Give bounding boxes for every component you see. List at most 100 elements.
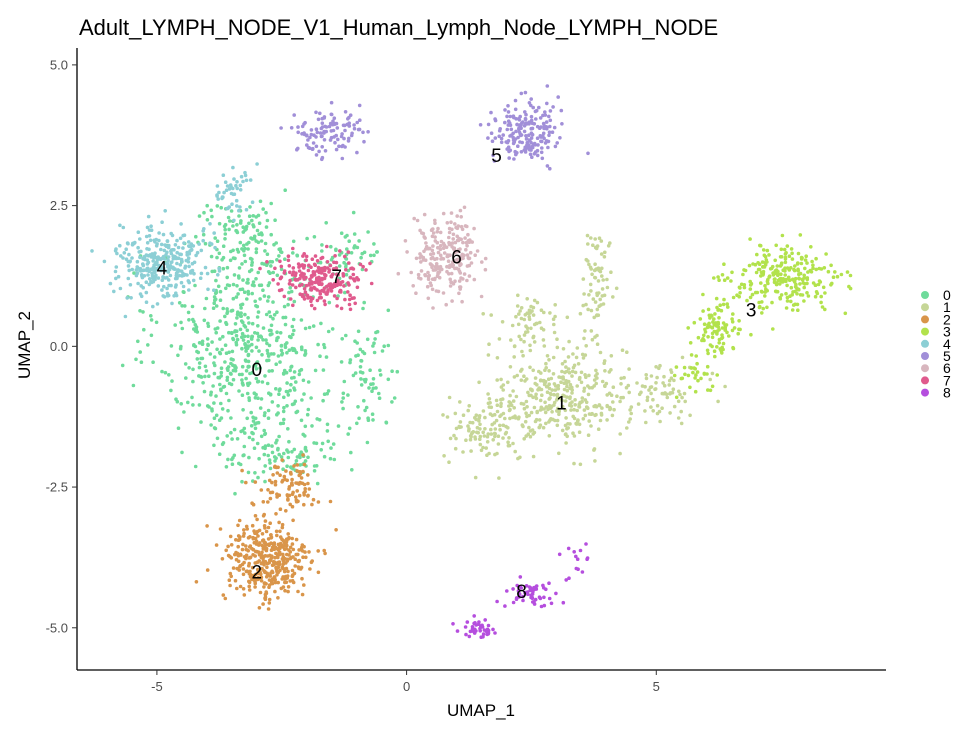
point-cluster-3 <box>789 285 794 290</box>
point-cluster-5 <box>527 101 532 105</box>
point-cluster-3 <box>775 264 780 268</box>
point-cluster-4 <box>205 271 210 276</box>
point-cluster-2 <box>260 561 264 566</box>
point-cluster-0 <box>378 368 382 373</box>
point-cluster-0 <box>346 432 351 436</box>
point-cluster-5 <box>324 129 329 134</box>
point-cluster-0 <box>182 290 186 295</box>
point-cluster-7 <box>286 258 291 263</box>
point-cluster-3 <box>759 281 763 285</box>
point-cluster-8 <box>541 586 546 590</box>
point-cluster-4 <box>162 248 167 253</box>
point-cluster-0 <box>285 464 289 469</box>
point-cluster-0 <box>191 403 195 407</box>
point-cluster-0 <box>356 405 360 409</box>
point-cluster-4 <box>172 248 176 252</box>
point-cluster-0 <box>302 392 306 396</box>
point-cluster-1 <box>649 391 653 396</box>
point-cluster-5 <box>347 136 351 141</box>
point-cluster-1 <box>588 282 593 287</box>
legend-label: 3 <box>943 324 951 340</box>
point-cluster-0 <box>295 253 300 258</box>
point-cluster-4 <box>217 269 222 273</box>
point-cluster-1 <box>518 309 522 313</box>
point-cluster-1 <box>594 246 599 251</box>
point-cluster-0 <box>276 404 280 408</box>
point-cluster-5 <box>524 134 528 138</box>
point-cluster-0 <box>220 347 224 352</box>
point-cluster-0 <box>373 337 377 341</box>
point-cluster-1 <box>561 375 565 379</box>
point-cluster-0 <box>372 350 377 355</box>
point-cluster-3 <box>694 373 698 377</box>
point-cluster-6 <box>479 294 484 299</box>
point-cluster-5 <box>292 113 297 117</box>
point-cluster-0 <box>255 380 260 384</box>
point-cluster-8 <box>519 586 523 590</box>
cluster-8-points <box>451 542 590 639</box>
point-cluster-7 <box>302 297 307 301</box>
x-axis-title: UMAP_1 <box>447 701 515 720</box>
point-cluster-3 <box>710 325 715 330</box>
point-cluster-6 <box>459 276 463 280</box>
point-cluster-7 <box>287 282 292 286</box>
point-cluster-1 <box>587 412 592 416</box>
point-cluster-0 <box>226 457 230 462</box>
point-cluster-7 <box>335 304 339 308</box>
point-cluster-0 <box>252 234 257 239</box>
point-cluster-0 <box>186 310 191 315</box>
point-cluster-1 <box>594 368 598 373</box>
cluster-label-6: 6 <box>451 247 462 268</box>
point-cluster-0 <box>229 209 234 213</box>
y-axis-title: UMAP_2 <box>15 311 34 379</box>
point-cluster-4 <box>154 244 159 248</box>
point-cluster-4 <box>187 288 191 292</box>
point-cluster-2 <box>288 579 293 583</box>
point-cluster-3 <box>753 290 758 295</box>
point-cluster-1 <box>481 312 486 316</box>
legend-swatch <box>921 388 929 397</box>
point-cluster-1 <box>581 417 586 421</box>
point-cluster-6 <box>430 255 435 260</box>
point-cluster-2 <box>255 560 260 564</box>
point-cluster-0 <box>305 412 310 417</box>
point-cluster-1 <box>514 314 518 319</box>
point-cluster-0 <box>305 236 309 241</box>
point-cluster-1 <box>547 382 551 387</box>
point-cluster-5 <box>279 126 283 130</box>
point-cluster-7 <box>328 263 333 268</box>
point-cluster-5 <box>498 127 503 131</box>
point-cluster-5 <box>586 151 590 156</box>
point-cluster-0 <box>255 228 260 233</box>
point-cluster-3 <box>715 345 719 349</box>
point-cluster-8 <box>491 627 495 632</box>
point-cluster-1 <box>519 369 523 373</box>
point-cluster-4 <box>175 261 179 266</box>
point-cluster-8 <box>575 557 580 561</box>
point-cluster-6 <box>453 279 457 284</box>
point-cluster-2 <box>236 523 240 528</box>
point-cluster-2 <box>237 537 242 542</box>
point-cluster-7 <box>325 244 329 249</box>
point-cluster-6 <box>469 261 474 265</box>
point-cluster-7 <box>320 276 324 281</box>
point-cluster-2 <box>270 545 275 550</box>
point-cluster-2 <box>292 464 296 468</box>
point-cluster-2 <box>303 487 308 491</box>
point-cluster-1 <box>716 399 720 404</box>
point-cluster-1 <box>565 315 570 320</box>
point-cluster-8 <box>482 628 487 632</box>
point-cluster-2 <box>229 574 233 579</box>
point-cluster-6 <box>430 287 435 292</box>
point-cluster-0 <box>213 426 218 431</box>
point-cluster-4 <box>151 259 155 263</box>
point-cluster-3 <box>732 326 737 330</box>
point-cluster-0 <box>219 370 224 375</box>
point-cluster-6 <box>448 277 453 282</box>
point-cluster-0 <box>240 479 244 484</box>
point-cluster-0 <box>347 426 352 431</box>
point-cluster-1 <box>551 355 556 360</box>
point-cluster-1 <box>484 446 489 450</box>
point-cluster-7 <box>327 282 332 287</box>
point-cluster-4 <box>135 271 140 276</box>
